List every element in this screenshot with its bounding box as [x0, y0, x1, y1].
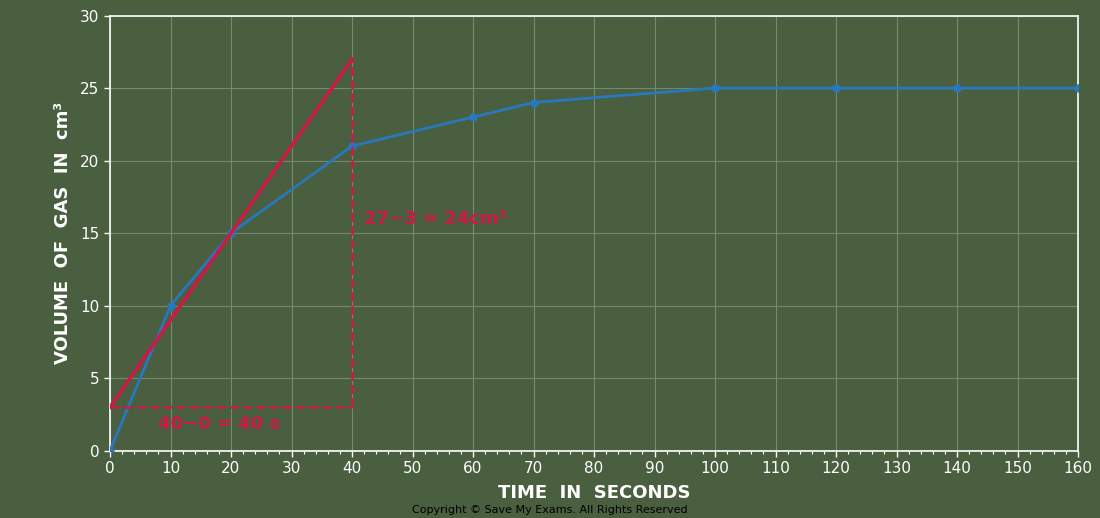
Y-axis label: VOLUME  OF  GAS  IN  cm³: VOLUME OF GAS IN cm³ — [54, 102, 72, 364]
X-axis label: TIME  IN  SECONDS: TIME IN SECONDS — [497, 484, 691, 502]
Text: Copyright © Save My Exams. All Rights Reserved: Copyright © Save My Exams. All Rights Re… — [412, 506, 688, 515]
Text: 27−3 = 24cm³: 27−3 = 24cm³ — [364, 210, 506, 227]
Text: 40−0 = 40 s: 40−0 = 40 s — [158, 415, 280, 433]
